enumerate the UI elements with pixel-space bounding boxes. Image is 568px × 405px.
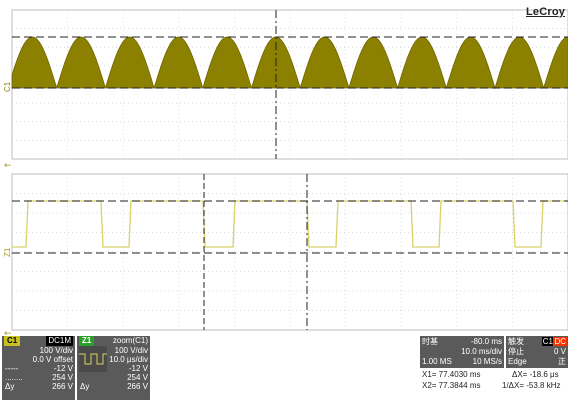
z1-source: zoom(C1)	[112, 336, 148, 345]
timebase-rate: 10 MS/s	[472, 357, 502, 366]
trigger-coupling: DC	[553, 337, 567, 346]
cursor-readout-1: X1= 77.4030 ms ΔX= -18.6 μs	[420, 370, 568, 380]
timebase-label: 时基	[422, 337, 438, 346]
timebase-tdiv: 10.0 ms/div	[461, 347, 502, 356]
trigger-slope: 正	[558, 357, 566, 366]
c1-waveform	[11, 36, 568, 90]
z1-cursor-2: 254 V	[127, 373, 148, 382]
cursor-readout-2: X2= 77.3844 ms 1/ΔX= -53.8 kHz	[420, 381, 568, 391]
trigger-channel: C1	[541, 337, 554, 346]
cursor-inv-dx-value: 1/ΔX= -53.8 kHz	[502, 381, 561, 390]
z1-zoom-panel[interactable]: Z1 zoom(C1) 100 V/div 10.0 μs/div -12 V …	[77, 336, 150, 400]
trigger-type: Edge	[508, 357, 527, 366]
lower-arrow-icon: ←	[4, 329, 12, 339]
status-area: 时基 -80.0 ms 10.0 ms/div 1.00 MS 10 MS/s …	[420, 336, 568, 400]
brand-logo: LeCroy	[526, 6, 566, 18]
z1-waveform	[12, 200, 568, 248]
z1-ground-marker: Z1	[3, 247, 12, 257]
z1-delta-y: Δy 266 V	[80, 382, 148, 391]
z1-tdiv: 10.0 μs/div	[109, 355, 148, 364]
timebase-panel[interactable]: 时基 -80.0 ms 10.0 ms/div 1.00 MS 10 MS/s	[420, 336, 504, 368]
c1-cursor-2: ........ 254 V	[5, 373, 73, 382]
c1-tag: C1	[4, 336, 21, 346]
c1-vdiv: 100 V/div	[39, 346, 73, 355]
cursor-dx-value: ΔX= -18.6 μs	[512, 370, 559, 379]
z1-cursor-1: -12 V	[128, 364, 148, 373]
timebase-delay: -80.0 ms	[470, 337, 502, 346]
c1-channel-panel[interactable]: C1 DC1M 100 V/div 0.0 V offset ----- -12 …	[2, 336, 75, 400]
c1-ground-marker: C1	[3, 81, 12, 92]
upper-arrow-icon: ←	[4, 161, 12, 171]
c1-delta-y: Δy 266 V	[5, 382, 73, 391]
trigger-label: 触发	[508, 337, 524, 346]
c1-offset: 0.0 V offset	[32, 355, 73, 364]
timebase-samples: 1.00 MS	[422, 357, 452, 366]
cursor-x1-value: X1= 77.4030 ms	[422, 370, 481, 379]
c1-cursor-1: ----- -12 V	[5, 364, 73, 373]
trigger-panel[interactable]: 触发 C1 DC 停止 0 V Edge 正	[506, 336, 568, 368]
z1-mini-waveform-icon	[79, 346, 107, 372]
z1-vdiv: 100 V/div	[114, 346, 148, 355]
cursor-x2-value: X2= 77.3844 ms	[422, 381, 481, 390]
trigger-mode: 停止	[508, 347, 524, 356]
z1-tag: Z1	[79, 336, 95, 346]
lower-grid	[11, 173, 568, 331]
trigger-level: 0 V	[553, 347, 566, 356]
c1-coupling: DC1M	[46, 336, 73, 346]
